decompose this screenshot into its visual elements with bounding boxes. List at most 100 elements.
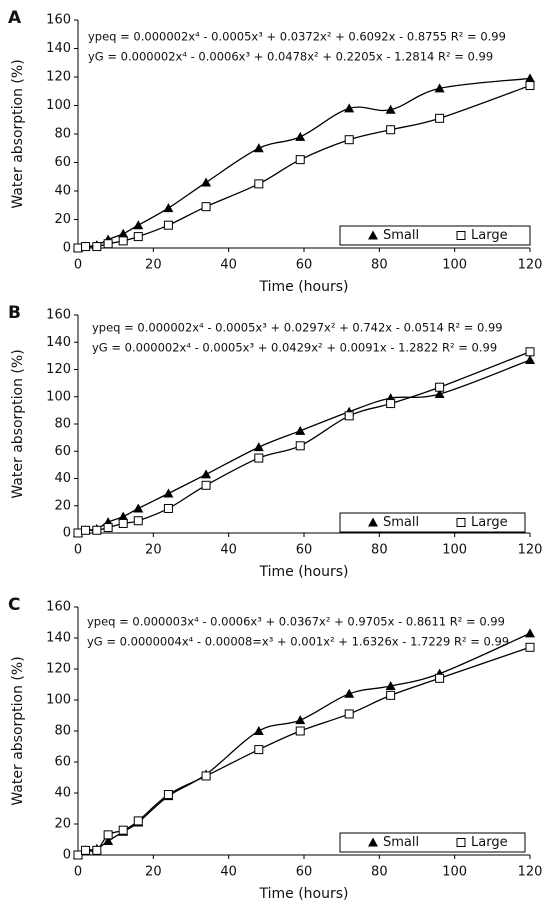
y-tick-label: 20 [54, 212, 71, 227]
equation: ypeq = 0.000002x⁴ - 0.0005x³ + 0.0372x² … [88, 30, 506, 44]
marker-triangle [295, 425, 306, 435]
marker-square [254, 453, 264, 463]
x-tick-label: 120 [518, 865, 543, 880]
marker-triangle [163, 488, 174, 498]
marker-square [295, 155, 305, 165]
marker-triangle [118, 511, 129, 521]
x-tick-label: 100 [442, 543, 467, 558]
x-tick-label: 40 [220, 543, 237, 558]
marker-triangle [525, 354, 535, 364]
y-tick-label: 60 [54, 155, 71, 170]
legend-box [339, 832, 526, 853]
marker-square [73, 528, 83, 538]
equation: yG = 0.000002x⁴ - 0.0006x³ + 0.0478x² + … [88, 50, 493, 64]
marker-square [81, 845, 91, 855]
y-tick-label: 60 [54, 444, 71, 459]
legend-label: Large [471, 515, 508, 530]
marker-square [525, 81, 535, 91]
equation: yG = 0.0000004x⁴ - 0.00008=x³ + 0.001x² … [87, 635, 509, 649]
y-tick-label: 100 [46, 98, 71, 113]
marker-square [92, 525, 102, 535]
marker-square [456, 518, 466, 527]
x-axis-title: Time (hours) [259, 564, 349, 580]
marker-square [525, 642, 535, 652]
x-tick-label: 100 [442, 865, 467, 880]
marker-triangle [295, 715, 306, 725]
x-tick-label: 60 [296, 543, 313, 558]
y-tick-label: 20 [54, 817, 71, 832]
marker-square [456, 838, 466, 847]
x-tick-label: 80 [371, 865, 388, 880]
y-tick-label: 40 [54, 786, 71, 801]
y-tick-label: 0 [63, 848, 71, 863]
marker-square [103, 239, 113, 249]
trend-line [77, 632, 531, 856]
marker-square [344, 709, 354, 719]
marker-triangle [103, 836, 114, 846]
equation: yG = 0.000002x⁴ - 0.0005x³ + 0.0429x² + … [92, 341, 497, 355]
x-tick-label: 100 [442, 258, 467, 273]
y-axis-title: Water absorption (%) [10, 59, 26, 208]
legend-label: Small [383, 228, 419, 243]
marker-triangle [525, 628, 535, 638]
marker-square [254, 179, 264, 189]
marker-square [118, 236, 128, 246]
legend-label: Small [383, 515, 419, 530]
marker-square [344, 135, 354, 145]
y-tick-label: 160 [46, 600, 71, 615]
y-tick-label: 20 [54, 498, 71, 513]
y-tick-label: 100 [46, 389, 71, 404]
marker-triangle [253, 726, 264, 735]
marker-square [201, 480, 211, 490]
x-tick-label: 0 [74, 258, 82, 273]
legend-label: Large [471, 228, 508, 243]
y-tick-label: 120 [46, 70, 71, 85]
x-tick-label: 0 [74, 865, 82, 880]
marker-square [118, 518, 128, 528]
marker-square [163, 220, 173, 230]
marker-square [118, 825, 128, 835]
marker-square [133, 516, 143, 526]
y-tick-label: 120 [46, 362, 71, 377]
marker-square [81, 242, 91, 252]
marker-square [525, 347, 535, 357]
x-tick-label: 20 [145, 258, 162, 273]
marker-square [92, 845, 102, 855]
marker-square [295, 726, 305, 736]
y-tick-label: 40 [54, 471, 71, 486]
x-tick-label: 20 [145, 543, 162, 558]
marker-square [103, 523, 113, 533]
x-tick-label: 20 [145, 865, 162, 880]
marker-triangle [201, 469, 212, 479]
marker-triangle [385, 104, 396, 114]
panel-label: C [8, 595, 20, 615]
x-tick-label: 120 [518, 258, 543, 273]
marker-triangle [118, 228, 129, 238]
marker-square [133, 816, 143, 826]
marker-square [295, 441, 305, 451]
y-tick-label: 60 [54, 755, 71, 770]
marker-square [133, 232, 143, 242]
marker-square [73, 243, 83, 253]
legend-box [339, 225, 531, 246]
marker-square [435, 113, 445, 123]
marker-triangle [368, 517, 378, 527]
marker-triangle [525, 73, 535, 83]
marker-square [201, 202, 211, 212]
marker-square [103, 830, 113, 840]
marker-triangle [385, 681, 396, 691]
marker-square [81, 525, 91, 535]
marker-triangle [201, 177, 212, 187]
x-tick-label: 0 [74, 543, 82, 558]
marker-triangle [133, 503, 144, 513]
marker-triangle [295, 131, 306, 141]
x-tick-label: 80 [371, 258, 388, 273]
marker-square [386, 690, 396, 700]
y-tick-label: 80 [54, 127, 71, 142]
x-axis-title: Time (hours) [259, 279, 349, 295]
marker-square [456, 231, 466, 240]
y-tick-label: 0 [63, 526, 71, 541]
x-tick-label: 60 [296, 865, 313, 880]
y-tick-label: 80 [54, 724, 71, 739]
